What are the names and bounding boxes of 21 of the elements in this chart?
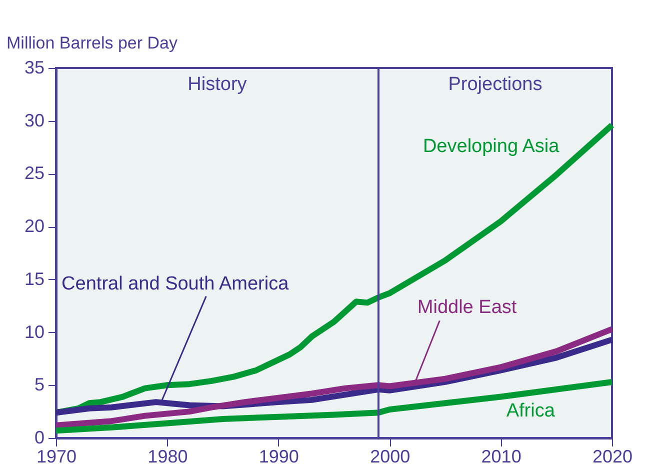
y-tick-label: 20 (24, 216, 44, 236)
y-tick-label: 35 (24, 58, 44, 78)
x-tick-label: 2020 (592, 446, 633, 466)
y-tick-label: 10 (24, 322, 44, 342)
text: Central and South America (62, 274, 290, 295)
x-tick-label: 1980 (148, 446, 188, 466)
y-axis-title: Million Barrels per Day (6, 34, 178, 52)
y-tick-label: 25 (24, 163, 44, 184)
y-tick-label: 30 (24, 110, 44, 130)
x-tick-label: 1990 (258, 446, 299, 466)
annotation: History (188, 74, 248, 95)
y-tick-label: 15 (24, 268, 44, 289)
annotation: Projections (448, 74, 542, 95)
series-label: Developing Asia (422, 136, 560, 158)
x-tick-label: 1970 (36, 446, 77, 466)
y-tick-label: 5 (34, 374, 44, 395)
series-label: Africa (506, 400, 556, 422)
x-tick-label: 2010 (481, 446, 522, 466)
text: Middle East (417, 296, 518, 318)
y-tick-label: 0 (34, 428, 44, 448)
x-tick-label: 2000 (370, 446, 410, 466)
